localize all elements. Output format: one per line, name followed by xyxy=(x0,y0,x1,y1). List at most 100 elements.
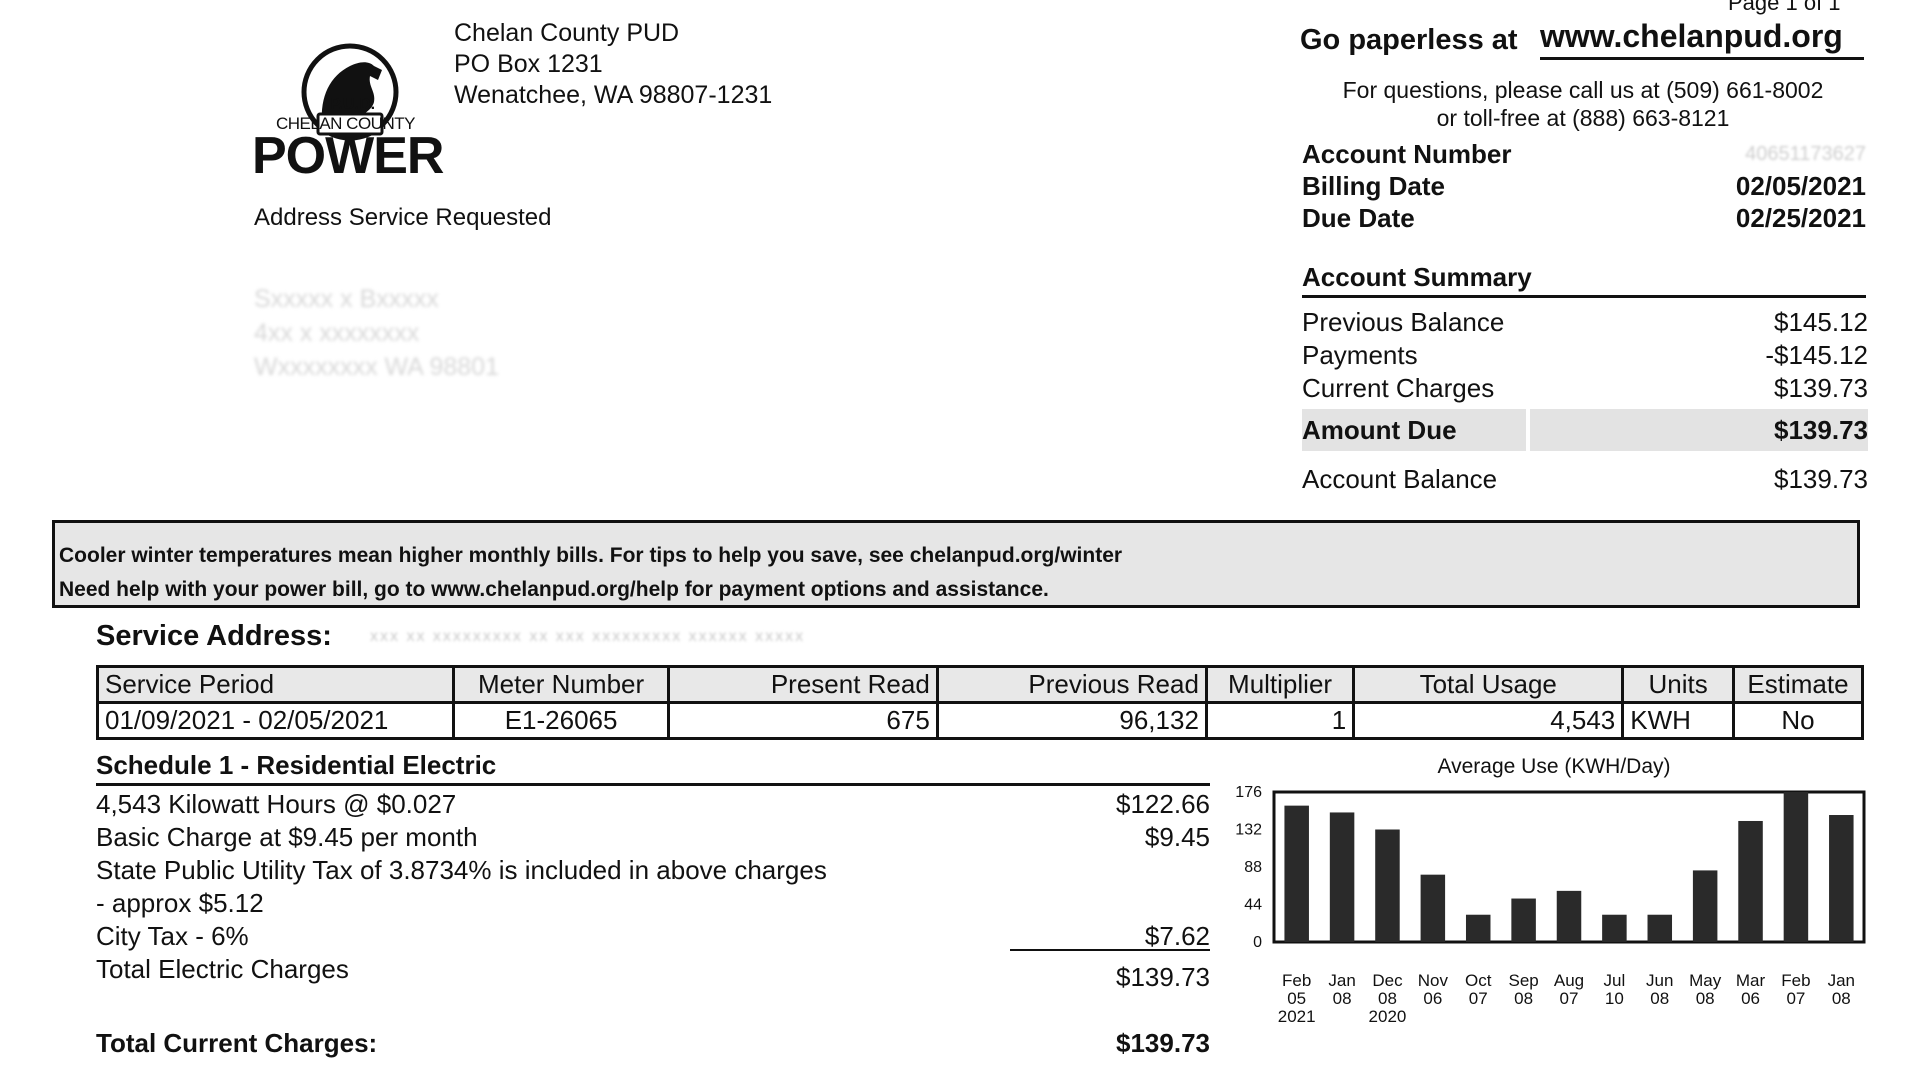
service-address-label: Service Address: xyxy=(96,620,332,652)
contact-info: For questions, please call us at (509) 6… xyxy=(1300,76,1866,132)
bar xyxy=(1829,815,1854,942)
col-meter-number: Meter Number xyxy=(452,665,670,704)
x-tick-label: 08 xyxy=(1696,989,1715,1008)
x-tick-label: 2021 xyxy=(1278,1007,1316,1026)
horse-icon xyxy=(321,62,382,124)
y-tick-label: 44 xyxy=(1244,897,1262,914)
account-balance-value: $139.73 xyxy=(1774,464,1868,494)
customer-address-line: Wxxxxxxxx WA 98801 xyxy=(254,353,499,381)
bar xyxy=(1647,914,1673,942)
cell-multiplier: 1 xyxy=(1204,701,1356,740)
chart-title: Average Use (KWH/Day) xyxy=(1437,755,1671,778)
current-charges-row: Current Charges $139.73 xyxy=(1302,372,1868,405)
account-summary: Previous Balance $145.12 Payments -$145.… xyxy=(1302,306,1868,496)
cell-total-usage: 4,543 xyxy=(1352,701,1625,740)
bar xyxy=(1602,914,1627,942)
x-tick-label: Sep xyxy=(1508,971,1538,990)
x-tick-label: 06 xyxy=(1741,989,1760,1008)
col-multiplier: Multiplier xyxy=(1204,665,1356,704)
bar xyxy=(1738,820,1763,942)
return-address: Chelan County PUD PO Box 1231 Wenatchee,… xyxy=(454,18,772,111)
x-tick-label: Mar xyxy=(1736,971,1766,990)
col-units: Units xyxy=(1621,665,1735,704)
x-tick-label: Aug xyxy=(1554,971,1584,990)
x-tick-label: 07 xyxy=(1786,989,1805,1008)
previous-balance-value: $145.12 xyxy=(1774,307,1868,337)
due-date-row: Due Date 02/25/2021 xyxy=(1302,202,1866,234)
x-tick-label: 08 xyxy=(1333,989,1352,1008)
x-tick-label: Feb xyxy=(1781,971,1810,990)
x-tick-label: Feb xyxy=(1282,971,1311,990)
x-tick-label: 06 xyxy=(1423,989,1442,1008)
cell-service-period: 01/09/2021 - 02/05/2021 xyxy=(95,701,456,740)
total-divider xyxy=(1010,949,1210,951)
service-address-redacted: xxx xx xxxxxxxxx xx xxx xxxxxxxxx xxxxxx… xyxy=(370,628,806,645)
x-tick-label: 08 xyxy=(1514,989,1533,1008)
table-header-row: Service Period Meter Number Present Read… xyxy=(95,665,1865,704)
col-estimate: Estimate xyxy=(1731,665,1865,704)
charges-list: 4,543 Kilowatt Hours @ $0.027 $122.66 Ba… xyxy=(96,788,1210,1011)
account-info: Account Number 40651173627 Billing Date … xyxy=(1302,138,1866,234)
x-tick-label: Dec xyxy=(1372,971,1403,990)
tax-note-line: State Public Utility Tax of 3.8734% is i… xyxy=(96,855,827,885)
x-tick-label: 10 xyxy=(1605,989,1624,1008)
current-charges-value: $139.73 xyxy=(1774,373,1868,403)
notice-line: Need help with your power bill, go to ww… xyxy=(59,578,1049,601)
cell-meter-number: E1-26065 xyxy=(452,701,670,740)
bar xyxy=(1783,792,1809,942)
charge-label: 4,543 Kilowatt Hours @ $0.027 xyxy=(96,789,457,819)
x-tick-label: 08 xyxy=(1378,989,1397,1008)
x-tick-label: 07 xyxy=(1469,989,1488,1008)
schedule-title: Schedule 1 - Residential Electric xyxy=(96,750,1210,786)
charge-row-kwh: 4,543 Kilowatt Hours @ $0.027 $122.66 xyxy=(96,788,1210,821)
payments-value: -$145.12 xyxy=(1765,340,1868,370)
amount-due-divider xyxy=(1526,409,1530,451)
paperless-link[interactable]: www.chelanpud.org xyxy=(1540,18,1864,60)
payments-label: Payments xyxy=(1302,340,1418,370)
y-tick-label: 132 xyxy=(1235,822,1262,839)
charge-value: $9.45 xyxy=(1144,822,1210,852)
customer-address-line: Sxxxxx x Bxxxxx xyxy=(254,285,439,313)
bar xyxy=(1284,805,1309,942)
charge-label: Total Electric Charges xyxy=(96,954,349,984)
amount-due-label: Amount Due xyxy=(1302,414,1457,445)
charge-value: $7.62 xyxy=(1144,921,1210,951)
cell-units: KWH xyxy=(1621,701,1735,740)
charge-value: $122.66 xyxy=(1116,789,1210,819)
total-current-value: $139.73 xyxy=(1116,1028,1210,1058)
return-address-line: Wenatchee, WA 98807-1231 xyxy=(454,81,773,109)
customer-address-redacted: Sxxxxx x Bxxxxx 4xx x xxxxxxxx Wxxxxxxxx… xyxy=(254,282,499,384)
x-tick-label: 2020 xyxy=(1369,1007,1407,1026)
bar xyxy=(1375,829,1400,942)
bar xyxy=(1420,874,1446,942)
amount-due-row: Amount Due $139.73 xyxy=(1302,409,1868,451)
x-tick-label: Oct xyxy=(1465,971,1492,990)
average-use-chart: 04488132176Feb052021Jan08Dec082020Nov06O… xyxy=(1235,784,1866,1026)
col-previous-read: Previous Read xyxy=(935,665,1208,704)
account-number-label: Account Number xyxy=(1302,138,1512,169)
x-tick-label: 07 xyxy=(1560,989,1579,1008)
bar xyxy=(1329,812,1355,942)
paperless-label: Go paperless at xyxy=(1300,24,1518,56)
current-charges-label: Current Charges xyxy=(1302,373,1495,403)
logo-county-text: CHELAN COUNTY xyxy=(276,114,415,133)
charge-row-total: Total Electric Charges $139.73 xyxy=(96,949,1210,1011)
return-address-line: PO Box 1231 xyxy=(454,50,603,78)
col-service-period: Service Period xyxy=(95,665,456,704)
charge-label: City Tax - 6% xyxy=(96,921,249,951)
bar xyxy=(1511,898,1536,942)
cell-previous-read: 96,132 xyxy=(935,701,1208,740)
x-tick-label: May xyxy=(1689,971,1722,990)
x-tick-label: Jun xyxy=(1646,971,1673,990)
payments-row: Payments -$145.12 xyxy=(1302,339,1868,372)
y-tick-label: 0 xyxy=(1253,934,1262,951)
account-number-value: 40651173627 xyxy=(1745,142,1866,165)
due-date-value: 02/25/2021 xyxy=(1735,202,1866,233)
bar xyxy=(1556,890,1582,942)
tax-note-line: - approx $5.12 xyxy=(96,888,264,918)
contact-line: or toll-free at (888) 663-8121 xyxy=(1436,105,1730,131)
logo-badge-text: P.U.D. xyxy=(330,96,376,113)
billing-date-value: 02/05/2021 xyxy=(1735,170,1866,201)
account-number-row: Account Number 40651173627 xyxy=(1302,138,1866,170)
logo-power-word: POWER xyxy=(252,127,444,185)
